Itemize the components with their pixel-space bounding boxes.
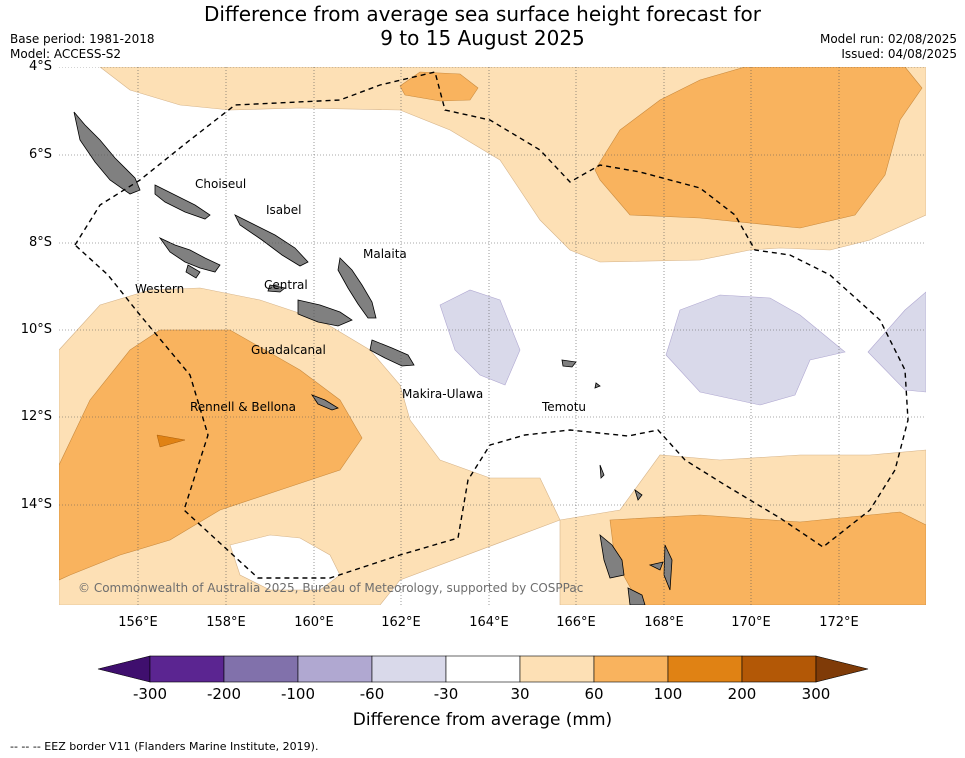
land-rennell: [310, 394, 339, 411]
colorbar-segment: [371, 655, 447, 683]
map-plot-area: [59, 67, 926, 605]
anomaly-region-60-100-southeast: [609, 511, 926, 605]
x-tick-label: 162°E: [381, 615, 421, 630]
colorbar-segment: [519, 655, 595, 683]
colorbar-segment: [297, 655, 373, 683]
y-tick-label: 6°S: [28, 147, 52, 162]
colorbar-label: 30: [510, 685, 530, 703]
x-tick-label: 166°E: [556, 615, 596, 630]
eez-border: [74, 71, 909, 579]
colorbar-label: 300: [801, 685, 831, 703]
colorbar-label: 100: [653, 685, 683, 703]
land-choiseul-east: [154, 184, 211, 220]
y-tick-label: 8°S: [28, 235, 52, 250]
land-central: [267, 284, 286, 293]
land-malaita: [337, 257, 377, 319]
place-label-temotu: Temotu: [542, 400, 587, 414]
land-makira: [369, 339, 415, 367]
colorbar-label: -200: [206, 685, 242, 703]
meta-right: Model run: 02/08/2025 Issued: 04/08/2025: [820, 32, 957, 62]
colorbar-label: -100: [280, 685, 316, 703]
map-title: Difference from average sea surface heig…: [0, 2, 965, 50]
copyright-text: © Commonwealth of Australia 2025, Bureau…: [78, 581, 584, 595]
place-label-guadalcanal: Guadalcanal: [251, 343, 326, 357]
y-tick-label: 12°S: [20, 409, 52, 424]
land-vanuatu-espiritu: [599, 534, 625, 579]
issued-text: Issued: 04/08/2025: [841, 47, 957, 61]
land-masses: [73, 111, 673, 605]
footer-legend-text: -- -- -- EEZ border V11 (Flanders Marine…: [10, 740, 319, 753]
anomaly-region-60-100-north-east: [594, 67, 923, 229]
y-tick-label: 14°S: [20, 497, 52, 512]
anomaly-region-neg-30-60-east: [665, 294, 846, 406]
colorbar-label: 200: [727, 685, 757, 703]
base-period-text: Base period: 1981-2018: [10, 32, 155, 46]
land-new-georgia: [158, 236, 221, 273]
x-tick-label: 156°E: [118, 615, 158, 630]
colorbar-segment: [149, 655, 225, 683]
anomaly-region-neg-30-60-central: [439, 289, 521, 386]
place-label-rennell-bellona: Rennell & Bellona: [190, 400, 297, 414]
land-vanuatu-malakula: [627, 587, 646, 605]
x-tick-label: 168°E: [644, 615, 684, 630]
colorbar-segment: [741, 655, 817, 683]
colorbar-extend-high: [815, 655, 869, 683]
anomaly-region-neg-30-60-far-east: [867, 291, 926, 393]
land-torres: [599, 464, 605, 479]
anomaly-region-100-200-southwest: [156, 434, 186, 448]
y-tick-label: 4°S: [28, 59, 52, 74]
land-temotu-small: [594, 382, 601, 389]
colorbar-segment: [223, 655, 299, 683]
x-tick-label: 158°E: [206, 615, 246, 630]
place-label-malaita: Malaita: [363, 247, 407, 261]
place-label-makira-ulawa: Makira-Ulawa: [402, 387, 484, 401]
x-tick-label: 170°E: [731, 615, 771, 630]
meta-left: Base period: 1981-2018 Model: ACCESS-S2: [10, 32, 155, 62]
land-choiseul: [73, 111, 141, 195]
colorbar-segment: [667, 655, 743, 683]
land-isabel: [234, 214, 309, 267]
title-line-2: 9 to 15 August 2025: [380, 26, 585, 50]
colorbar-label: 60: [584, 685, 604, 703]
land-vanuatu-ambae: [648, 561, 664, 571]
title-line-1: Difference from average sea surface heig…: [203, 2, 762, 26]
model-run-text: Model run: 02/08/2025: [819, 32, 957, 46]
colorbar-segment: [593, 655, 669, 683]
land-guadalcanal: [297, 299, 353, 327]
place-label-isabel: Isabel: [266, 203, 302, 217]
model-text: Model: ACCESS-S2: [10, 47, 122, 61]
x-tick-label: 160°E: [294, 615, 334, 630]
colorbar-label: -60: [359, 685, 385, 703]
graticule: [59, 67, 926, 605]
colorbar: [97, 655, 869, 683]
place-label-western: Western: [135, 282, 185, 296]
x-tick-label: 164°E: [469, 615, 509, 630]
colorbar-title: Difference from average (mm): [352, 710, 613, 730]
anomaly-region-60-100-southwest: [59, 329, 363, 581]
colorbar-label: -300: [132, 685, 168, 703]
land-western-small: [185, 264, 201, 279]
place-label-choiseul: Choiseul: [195, 177, 247, 191]
colorbar-extend-low: [97, 655, 151, 683]
x-tick-label: 172°E: [819, 615, 859, 630]
land-temotu: [561, 359, 577, 368]
y-tick-label: 10°S: [20, 322, 52, 337]
place-label-central: Central: [264, 278, 308, 292]
colorbar-label: -30: [433, 685, 459, 703]
land-vanuatu-banks: [634, 488, 643, 501]
land-vanuatu-pentecost: [663, 544, 673, 591]
colorbar-segment: [445, 655, 521, 683]
